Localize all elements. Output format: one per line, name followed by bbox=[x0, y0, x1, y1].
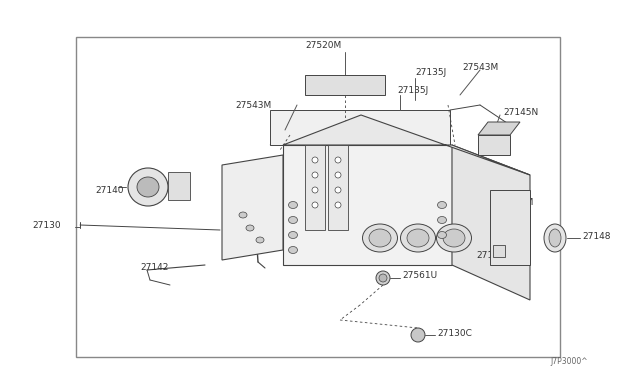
Text: 27145N: 27145N bbox=[503, 108, 538, 116]
Polygon shape bbox=[270, 110, 450, 145]
Ellipse shape bbox=[128, 168, 168, 206]
Text: 27561U: 27561U bbox=[402, 272, 437, 280]
Text: 27543M: 27543M bbox=[235, 100, 271, 109]
Bar bbox=[493, 245, 505, 257]
Ellipse shape bbox=[438, 217, 447, 224]
Polygon shape bbox=[222, 155, 283, 260]
Circle shape bbox=[312, 172, 318, 178]
Ellipse shape bbox=[239, 212, 247, 218]
Text: 27570M: 27570M bbox=[497, 198, 533, 206]
Circle shape bbox=[335, 202, 341, 208]
Text: 27543M: 27543M bbox=[462, 62, 499, 71]
Text: 27520M: 27520M bbox=[305, 41, 341, 49]
Ellipse shape bbox=[362, 224, 397, 252]
Ellipse shape bbox=[401, 224, 435, 252]
Ellipse shape bbox=[438, 231, 447, 238]
Circle shape bbox=[379, 274, 387, 282]
Circle shape bbox=[335, 187, 341, 193]
Polygon shape bbox=[283, 145, 452, 265]
Circle shape bbox=[335, 172, 341, 178]
Ellipse shape bbox=[544, 224, 566, 252]
Ellipse shape bbox=[289, 202, 298, 208]
Bar bbox=[168, 172, 190, 200]
Text: J7P3000^: J7P3000^ bbox=[550, 357, 588, 366]
Polygon shape bbox=[478, 135, 510, 155]
Text: 27130C: 27130C bbox=[437, 328, 472, 337]
Ellipse shape bbox=[549, 229, 561, 247]
Ellipse shape bbox=[436, 224, 472, 252]
Polygon shape bbox=[478, 122, 520, 135]
Polygon shape bbox=[283, 115, 530, 175]
Bar bbox=[76, 37, 560, 357]
Circle shape bbox=[312, 157, 318, 163]
Circle shape bbox=[335, 157, 341, 163]
Circle shape bbox=[312, 202, 318, 208]
Polygon shape bbox=[305, 145, 325, 230]
Ellipse shape bbox=[256, 237, 264, 243]
Ellipse shape bbox=[438, 202, 447, 208]
Ellipse shape bbox=[289, 217, 298, 224]
Polygon shape bbox=[452, 145, 530, 300]
Text: 27142: 27142 bbox=[140, 263, 168, 273]
Polygon shape bbox=[328, 145, 348, 230]
Ellipse shape bbox=[246, 225, 254, 231]
Text: 27135J: 27135J bbox=[397, 86, 428, 94]
Ellipse shape bbox=[443, 229, 465, 247]
Circle shape bbox=[376, 271, 390, 285]
Polygon shape bbox=[305, 75, 385, 95]
Circle shape bbox=[312, 187, 318, 193]
Polygon shape bbox=[270, 115, 530, 175]
Text: 27130: 27130 bbox=[32, 221, 61, 230]
Ellipse shape bbox=[369, 229, 391, 247]
Ellipse shape bbox=[407, 229, 429, 247]
Text: 27140: 27140 bbox=[95, 186, 124, 195]
Text: 27135J: 27135J bbox=[415, 67, 446, 77]
Text: 27148+A: 27148+A bbox=[476, 250, 518, 260]
Circle shape bbox=[411, 328, 425, 342]
Text: 27148: 27148 bbox=[582, 231, 611, 241]
Ellipse shape bbox=[137, 177, 159, 197]
Ellipse shape bbox=[289, 231, 298, 238]
Ellipse shape bbox=[289, 247, 298, 253]
Polygon shape bbox=[490, 190, 530, 265]
